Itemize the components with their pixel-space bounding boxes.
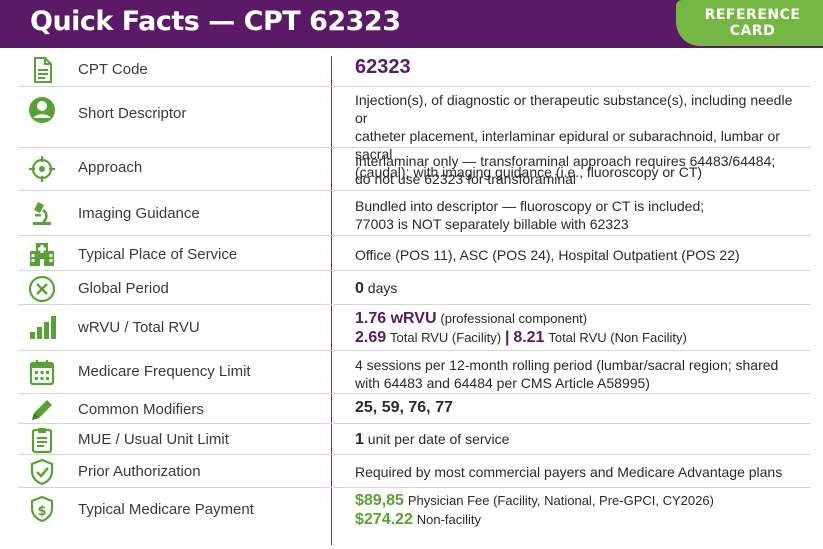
rvu-separator: | [504,329,510,346]
modifiers-value: 25, 59, 76, 77 [355,399,453,416]
column-divider [331,56,332,545]
row-label: MUE / Usual Unit Limit [78,431,229,448]
value-line: catheter placement, interlaminar epidura… [355,128,780,162]
row-short-descriptor: Short Descriptor Injection(s), of diagno… [0,87,823,180]
row-place-of-service: Typical Place of Service Office (POS 11)… [0,236,823,271]
row-mue: MUE / Usual Unit Limit 1 unit per date o… [0,424,823,455]
row-label: Short Descriptor [78,105,187,122]
prior-auth-value: Required by most commercial payers and M… [355,464,783,480]
total-rvu-facility-label: Total RVU (Facility) [390,330,502,345]
value-line: Interlaminar only — transforaminal appro… [355,153,776,169]
value-line: 77003 is NOT separately billable with 62… [355,216,629,232]
row-separator [18,147,811,148]
fee-nonfacility-line: $274.22 Non-facility [355,510,805,529]
approach-value: Interlaminar only — transforaminal appro… [355,152,805,188]
fee-facility-line: $89,85 Physician Fee (Facility, National… [355,491,805,510]
row-label: wRVU / Total RVU [78,319,200,336]
fee-facility-amount: $89,85 [355,492,404,509]
total-rvu-nonfacility: 8.21 [513,329,545,346]
hospital-icon [27,239,57,269]
mue-number: 1 [355,431,364,448]
row-rvu: wRVU / Total RVU 1.76 wRVU (professional… [0,305,823,351]
row-common-modifiers: Common Modifiers 25, 59, 76, 77 [0,394,823,424]
row-medicare-payment: $ Typical Medicare Payment $89,85 Physic… [0,488,823,536]
wrvu-value: 1.76 wRVU [355,310,437,327]
microscope-icon [27,198,57,228]
rvu-value: 1.76 wRVU (professional component) 2.69 … [355,309,805,347]
badge-line-2: CARD [729,23,776,39]
row-global-period: Global Period 0 days [0,271,823,305]
row-approach: Approach Interlaminar only — transforami… [0,148,823,191]
row-label: Approach [78,159,143,176]
mue-text: unit per date of service [367,431,510,447]
fee-nonfacility-label: Non-facility [416,512,482,527]
row-label: Global Period [78,280,169,297]
row-separator [18,86,811,87]
fee-nonfacility-amount: $274.22 [355,511,413,528]
frequency-value: 4 sessions per 12-month rolling period (… [355,356,805,392]
reference-card-badge: REFERENCE CARD [676,0,823,46]
document-icon [27,55,57,85]
total-rvu-line: 2.69 Total RVU (Facility) | 8.21 Total R… [355,328,805,347]
row-label: Common Modifiers [78,401,204,418]
mue-value: 1 unit per date of service [355,430,805,449]
total-rvu-facility: 2.69 [355,329,387,346]
row-separator [18,350,811,351]
crosshair-icon [27,154,57,184]
fee-facility-label: Physician Fee (Facility, National, Pre-G… [407,493,714,508]
value-line: (caudal); with imaging guidance (i.e., f… [355,164,703,180]
page-title: Quick Facts — CPT 62323 [30,6,401,37]
row-separator [18,487,811,488]
cpt-code-value: 62323 [355,56,411,78]
value-line: Bundled into descriptor — fluoroscopy or… [355,198,705,214]
wrvu-line: 1.76 wRVU (professional component) [355,309,805,328]
person-icon [27,95,57,125]
row-label: Typical Place of Service [78,246,238,263]
imaging-value: Bundled into descriptor — fluoroscopy or… [355,197,805,233]
global-days-number: 0 [355,280,364,297]
calendar-icon [27,357,57,387]
payment-value: $89,85 Physician Fee (Facility, National… [355,491,805,529]
wrvu-note: (professional component) [440,311,588,326]
row-separator [18,423,811,424]
row-label: CPT Code [78,61,148,78]
row-separator [18,304,811,305]
pos-value: Office (POS 11), ASC (POS 24), Hospital … [355,247,740,263]
total-rvu-nonfacility-label: Total RVU (Non Facility) [548,330,687,345]
pencil-icon [27,395,57,425]
row-label: Prior Authorization [78,463,201,480]
shield-check-icon [27,457,57,487]
row-frequency-limit: Medicare Frequency Limit 4 sessions per … [0,351,823,394]
row-label: Imaging Guidance [78,205,200,222]
circle-x-icon [27,274,57,304]
descriptor-value: Injection(s), of diagnostic or therapeut… [355,91,805,181]
svg-text:$: $ [37,504,46,519]
row-label: Medicare Frequency Limit [78,363,251,380]
row-separator [18,190,811,191]
row-separator [18,454,811,455]
global-period-value: 0 days [355,279,805,298]
global-days-unit: days [367,280,398,296]
row-separator [18,393,811,394]
value-line: Injection(s), of diagnostic or therapeut… [355,92,793,126]
row-prior-authorization: Prior Authorization Required by most com… [0,455,823,488]
value-line: with 64483 and 64484 per CMS Article A58… [355,375,650,391]
row-label: Typical Medicare Payment [78,501,254,518]
row-imaging-guidance: Imaging Guidance Bundled into descriptor… [0,191,823,236]
row-separator [18,235,811,236]
value-line: do not use 62323 for transforaminal [355,171,577,187]
badge-line-1: REFERENCE [704,7,801,23]
bar-chart-icon [27,312,57,342]
clipboard-icon [27,425,57,455]
value-line: 4 sessions per 12-month rolling period (… [355,357,779,373]
shield-dollar-icon: $ [27,494,57,524]
row-cpt-code: CPT Code 62323 [0,53,823,87]
row-separator [18,270,811,271]
